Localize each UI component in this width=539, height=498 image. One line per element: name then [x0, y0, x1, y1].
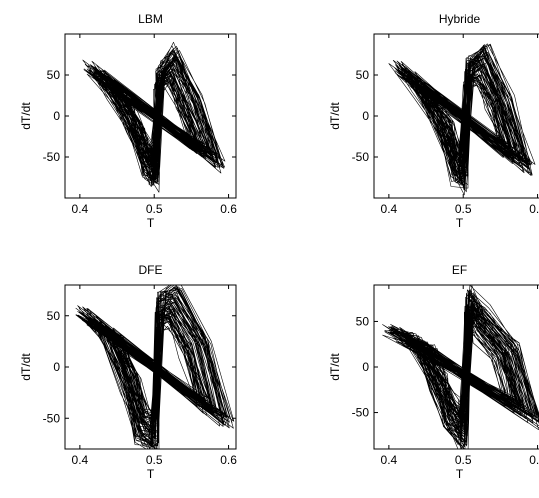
- subplot-title: LBM: [138, 12, 163, 26]
- y-tick-label: 0: [53, 360, 60, 374]
- trajectory-line: [382, 285, 539, 449]
- trajectory-line: [75, 285, 235, 449]
- y-tick-label: -50: [352, 406, 370, 420]
- subplot-title: Hybride: [439, 12, 481, 26]
- trajectory-line: [82, 41, 226, 193]
- trajectory: [75, 285, 235, 449]
- x-axis-label: T: [147, 216, 155, 230]
- trajectory-line: [388, 43, 536, 196]
- y-tick-label: -50: [352, 150, 370, 164]
- x-tick-label: 0.6: [220, 453, 237, 467]
- x-tick-label: 0.5: [146, 202, 163, 216]
- x-tick-label: 0.4: [72, 202, 89, 216]
- y-tick-label: 50: [356, 68, 370, 82]
- x-axis-label: T: [147, 467, 155, 481]
- y-tick-label: 50: [356, 314, 370, 328]
- y-tick-label: 50: [47, 68, 61, 82]
- y-tick-label: 0: [362, 109, 369, 123]
- y-tick-label: -50: [43, 150, 61, 164]
- trajectory: [382, 285, 539, 449]
- trajectory: [388, 43, 536, 196]
- y-tick-label: 0: [362, 360, 369, 374]
- x-tick-label: 0.5: [455, 453, 472, 467]
- subplot-title: EF: [452, 263, 467, 277]
- x-tick-label: 0.6: [529, 202, 539, 216]
- trajectory: [82, 41, 226, 193]
- x-tick-label: 0.6: [529, 453, 539, 467]
- subplot-2: Hybride 0.4 0.5 0.6 50 0 -50 TdT/dt: [328, 12, 539, 230]
- x-tick-label: 0.4: [72, 453, 89, 467]
- y-axis-label: dT/dt: [328, 353, 342, 381]
- y-tick-label: 0: [53, 109, 60, 123]
- y-axis-label: dT/dt: [19, 353, 33, 381]
- x-tick-label: 0.5: [146, 453, 163, 467]
- x-axis-label: T: [456, 216, 464, 230]
- x-tick-label: 0.4: [381, 453, 398, 467]
- subplot-1: LBM 0.4 0.5 0.6 50 0 -50 TdT/dt: [19, 12, 237, 230]
- subplot-3: DFE 0.4 0.5 0.6 50 0 -50 TdT/dt: [19, 263, 237, 481]
- x-tick-label: 0.4: [381, 202, 398, 216]
- y-axis-label: dT/dt: [328, 102, 342, 130]
- x-tick-label: 0.5: [455, 202, 472, 216]
- x-tick-label: 0.6: [220, 202, 237, 216]
- subplot-title: DFE: [139, 263, 163, 277]
- subplot-4: EF 0.4 0.5 0.6 50 0 -50 TdT/dt: [328, 263, 539, 481]
- y-tick-label: -50: [43, 411, 61, 425]
- y-tick-label: 50: [47, 309, 61, 323]
- y-axis-label: dT/dt: [19, 102, 33, 130]
- x-axis-label: T: [456, 467, 464, 481]
